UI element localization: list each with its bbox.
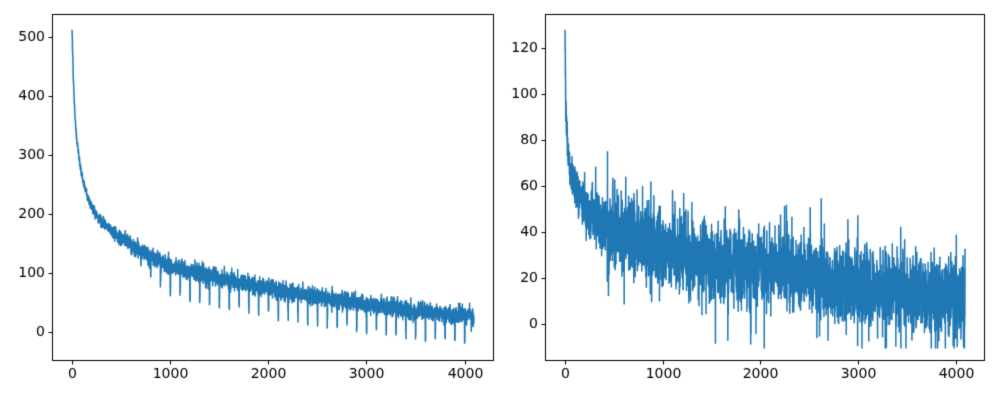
right-loss-line-plot	[500, 0, 1000, 400]
left-loss-line-plot	[0, 0, 500, 400]
